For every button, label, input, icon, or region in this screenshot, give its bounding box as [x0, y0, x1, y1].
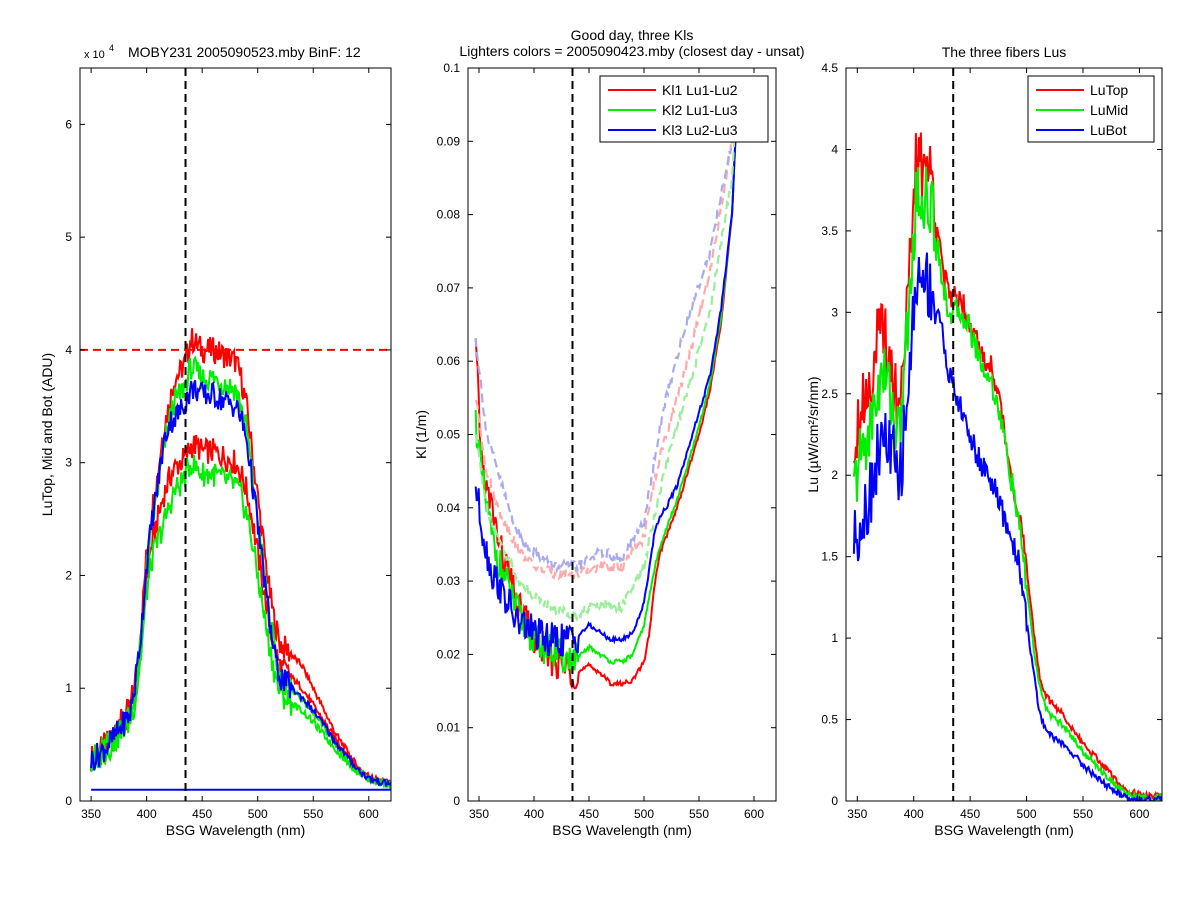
- x-axis-label: BSG Wavelength (nm): [552, 822, 692, 838]
- y-tick-label: 2.5: [821, 387, 838, 401]
- x-tick-label: 550: [689, 807, 709, 821]
- series-line-lumid: [852, 166, 1162, 801]
- series-line-kl2-lighter: [474, 80, 740, 623]
- panel-title: The three fibers Lus: [942, 44, 1067, 60]
- panel-kl: 350 400 450 500 550 600 0 0.01 0.02 0.03 0.04 0.05 0…: [413, 61, 777, 838]
- series-line-s0: [90, 328, 391, 789]
- axes-box: [79, 67, 392, 802]
- y-tick-label: 0.1: [443, 61, 460, 75]
- x-tick-label: 500: [634, 807, 654, 821]
- y-tick-label: 3.5: [821, 224, 838, 238]
- panel-title: MOBY231 2005090523.mby BinF: 12: [128, 44, 361, 60]
- legend-label: Kl2 Lu1-Lu3: [662, 102, 738, 118]
- x-tick-label: 450: [579, 807, 599, 821]
- legend-label: LuTop: [1090, 82, 1128, 98]
- x-tick-label: 600: [359, 807, 379, 821]
- y-tick-label: 2: [831, 468, 838, 482]
- y-axis-label: Lu (µW/cm²/sr/nm): [805, 376, 821, 492]
- x-tick-label: 600: [744, 807, 764, 821]
- exponent-power: 4: [109, 43, 114, 53]
- x-tick-label: 600: [1129, 807, 1149, 821]
- y-tick-label: 0: [453, 794, 460, 808]
- y-tick-label: 0.08: [437, 208, 461, 222]
- x-axis-label: BSG Wavelength (nm): [934, 822, 1074, 838]
- plot-data-layer: [80, 68, 391, 801]
- series-line-kl3-lu2-lu3: [474, 78, 739, 657]
- y-tick-label: 3: [831, 305, 838, 319]
- y-tick-label: 1.5: [821, 550, 838, 564]
- y-tick-label: 4: [65, 343, 72, 357]
- y-tick-label: 0.07: [437, 281, 461, 295]
- legend-label: Kl1 Lu1-Lu2: [662, 82, 738, 98]
- panel-lu-adu: 350 400 450 500 550 600 0 1 2 3 4 5 6 BSG Wavelength …: [39, 43, 392, 838]
- y-tick-label: 0.03: [437, 574, 461, 588]
- series-line-kl1-lighter: [474, 77, 740, 581]
- y-tick-label: 0.05: [437, 428, 461, 442]
- x-tick-label: 450: [960, 807, 980, 821]
- series-line-lubot: [852, 252, 1162, 801]
- axes-box: [467, 67, 777, 802]
- x-tick-label: 400: [904, 807, 924, 821]
- y-tick-label: 0: [65, 794, 72, 808]
- x-tick-label: 350: [847, 807, 867, 821]
- x-tick-label: 350: [469, 807, 489, 821]
- x-tick-label: 500: [248, 807, 268, 821]
- legend-label: LuMid: [1090, 102, 1128, 118]
- x-tick-label: 550: [1073, 807, 1093, 821]
- exponent-label: x 10: [84, 49, 105, 61]
- y-tick-label: 5: [65, 230, 72, 244]
- y-tick-label: 4: [831, 142, 838, 156]
- series-line-kl3-lighter: [474, 75, 740, 575]
- y-tick-label: 4.5: [821, 61, 838, 75]
- series-line-kl2-lu1-lu3: [474, 81, 739, 675]
- y-tick-label: 0.04: [437, 501, 461, 515]
- figure-title-line-1: Good day, three Kls: [571, 27, 694, 43]
- series-line-s3: [90, 454, 391, 791]
- y-tick-label: 0.06: [437, 354, 461, 368]
- y-tick-label: 1: [831, 631, 838, 645]
- x-tick-label: 450: [192, 807, 212, 821]
- series-line-s2: [90, 355, 391, 787]
- series-line-s4: [90, 380, 391, 788]
- y-tick-label: 3: [65, 456, 72, 470]
- y-axis-label: LuTop, Mid and Bot (ADU): [39, 353, 55, 516]
- axes-box: [845, 67, 1163, 802]
- y-tick-label: 6: [65, 117, 72, 131]
- series-line-kl1-lu1-lu2: [474, 78, 739, 691]
- y-tick-label: 1: [65, 681, 72, 695]
- plot-data-layer: [852, 68, 1162, 801]
- y-tick-label: 0: [831, 794, 838, 808]
- legend-label: Kl3 Lu2-Lu3: [662, 122, 738, 138]
- y-tick-label: 0.02: [437, 647, 461, 661]
- x-tick-label: 500: [1017, 807, 1037, 821]
- y-tick-label: 0.09: [437, 134, 461, 148]
- legend-label: LuBot: [1090, 122, 1127, 138]
- y-tick-label: 0.01: [437, 721, 461, 735]
- y-tick-label: 0.5: [821, 713, 838, 727]
- x-tick-label: 400: [137, 807, 157, 821]
- panel-lu-calibrated: 350 400 450 500 550 600 0 0.5 1 1.5 2 2.5 3 3.5 4 4.5 BS…: [805, 44, 1163, 838]
- plot-data-layer: [474, 68, 740, 801]
- x-tick-label: 550: [303, 807, 323, 821]
- x-tick-label: 350: [81, 807, 101, 821]
- y-axis-label: Kl (1/m): [413, 410, 429, 459]
- x-tick-label: 400: [524, 807, 544, 821]
- x-axis-label: BSG Wavelength (nm): [166, 822, 306, 838]
- figure-title-line-2: Lighters colors = 2005090423.mby (closes…: [459, 43, 804, 59]
- y-tick-label: 2: [65, 568, 72, 582]
